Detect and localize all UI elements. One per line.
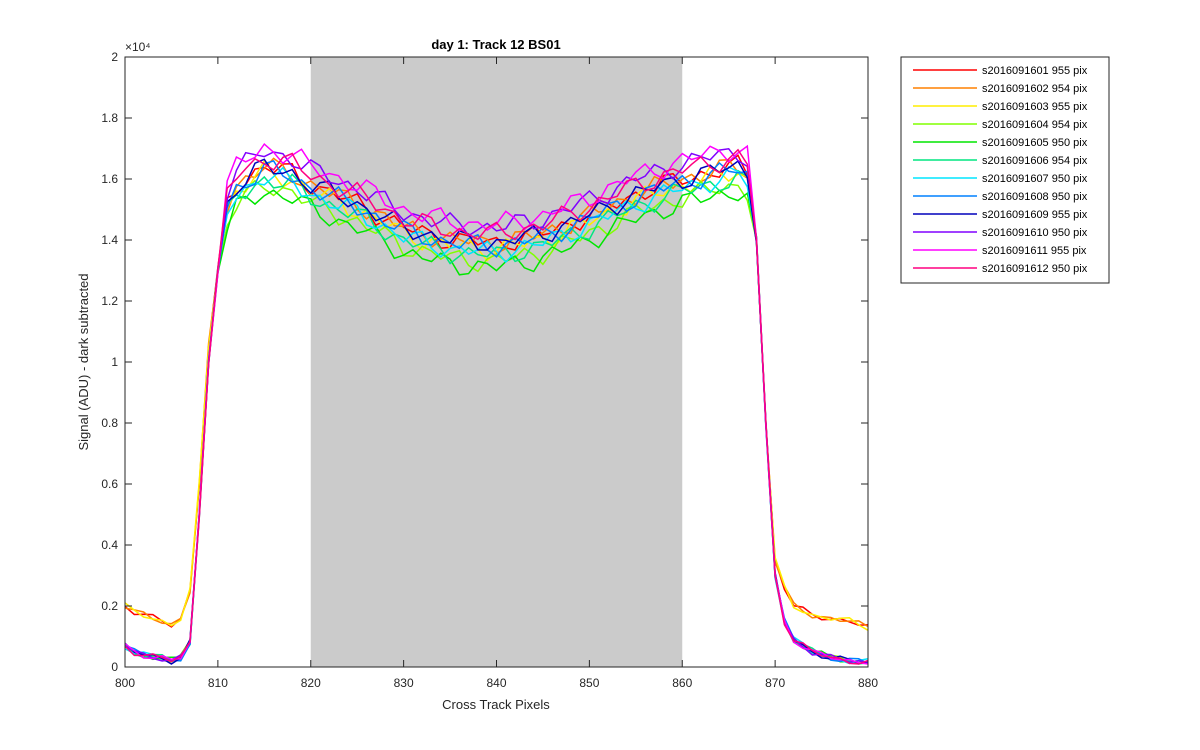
legend-label: s2016091606 954 pix xyxy=(982,155,1088,167)
y-tick-label: 0.2 xyxy=(101,599,118,613)
legend: s2016091601 955 pix s2016091602 954 pix s2… xyxy=(900,56,1110,284)
x-tick-label: 840 xyxy=(486,676,506,690)
legend-label: s2016091609 955 pix xyxy=(982,209,1088,221)
y-tick-label: 2 xyxy=(111,50,118,64)
y-tick-label: 1.6 xyxy=(101,172,118,186)
legend-label: s2016091601 955 pix xyxy=(982,65,1088,77)
legend-label: s2016091610 950 pix xyxy=(982,227,1088,239)
y-axis-exponent: ×10⁴ xyxy=(125,40,151,54)
series-line xyxy=(125,148,868,665)
series-line xyxy=(125,166,868,665)
x-tick-label: 850 xyxy=(579,676,599,690)
y-tick-label: 1.4 xyxy=(101,233,118,247)
series-line xyxy=(125,142,868,665)
legend-box xyxy=(900,56,1110,284)
y-tick-label: 0.4 xyxy=(101,538,118,552)
x-tick-label: 800 xyxy=(115,676,135,690)
legend-label: s2016091605 950 pix xyxy=(982,137,1088,149)
x-tick-label: 860 xyxy=(672,676,692,690)
legend-label: s2016091611 955 pix xyxy=(982,245,1087,257)
legend-label: s2016091608 950 pix xyxy=(982,191,1088,203)
x-tick-label: 870 xyxy=(765,676,785,690)
x-tick-label: 880 xyxy=(858,676,878,690)
legend-label: s2016091603 955 pix xyxy=(982,101,1088,113)
y-tick-label: 1 xyxy=(111,355,118,369)
shaded-region xyxy=(310,57,683,667)
series-line xyxy=(125,147,868,664)
legend-label: s2016091607 950 pix xyxy=(982,173,1088,185)
series-line xyxy=(125,169,868,665)
legend-label: s2016091604 954 pix xyxy=(982,119,1088,131)
series-line xyxy=(125,154,868,628)
y-tick-label: 0.8 xyxy=(101,416,118,430)
series-layer xyxy=(125,142,868,665)
y-tick-label: 1.2 xyxy=(101,294,118,308)
axis-ticks: 800 810 820 830 840 850 860 870 880 0 0.2 0.4 0.6 0.8… xyxy=(101,50,878,690)
legend-label: s2016091602 954 pix xyxy=(982,83,1088,95)
series-line xyxy=(125,189,868,665)
x-axis-title: Cross Track Pixels xyxy=(442,697,550,712)
y-tick-label: 0 xyxy=(111,660,118,674)
chart-title: day 1: Track 12 BS01 xyxy=(431,37,560,52)
y-axis-title: Signal (ADU) - dark subtracted xyxy=(76,273,91,450)
series-line xyxy=(125,158,868,665)
x-tick-label: 820 xyxy=(301,676,321,690)
x-tick-label: 830 xyxy=(394,676,414,690)
x-tick-label: 810 xyxy=(208,676,228,690)
legend-label: s2016091612 950 pix xyxy=(982,263,1088,275)
y-tick-label: 0.6 xyxy=(101,477,118,491)
y-tick-label: 1.8 xyxy=(101,111,118,125)
